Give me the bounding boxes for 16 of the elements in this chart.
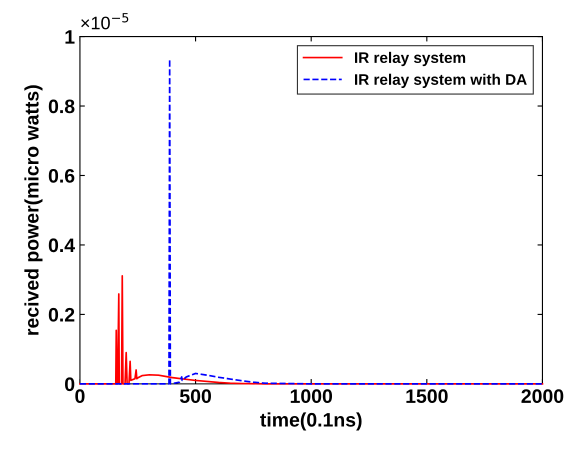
y-axis-title: recived power(micro watts) xyxy=(24,85,42,335)
x-tick-label: 2000 xyxy=(522,389,564,404)
x-tick-label: 1500 xyxy=(406,389,448,404)
legend-label: IR relay system with DA xyxy=(354,74,527,88)
x-tick-label: 1000 xyxy=(290,389,332,404)
y-tick-label: 0.2 xyxy=(48,308,74,322)
x-axis-title: time(0.1ns) xyxy=(260,412,362,431)
y-tick-label: 1 xyxy=(65,30,75,44)
x-tick-label: 0 xyxy=(75,389,85,404)
y-tick-label: 0 xyxy=(65,377,74,392)
text: ×10$^{−5}$ xyxy=(81,13,128,30)
x-tick-label: 500 xyxy=(180,389,211,404)
y-tick-label: 0.8 xyxy=(48,99,74,114)
y-tick-label: 0.4 xyxy=(48,238,75,252)
y-tick-label: 0.6 xyxy=(48,168,74,183)
legend-label: IR relay system xyxy=(354,52,466,66)
